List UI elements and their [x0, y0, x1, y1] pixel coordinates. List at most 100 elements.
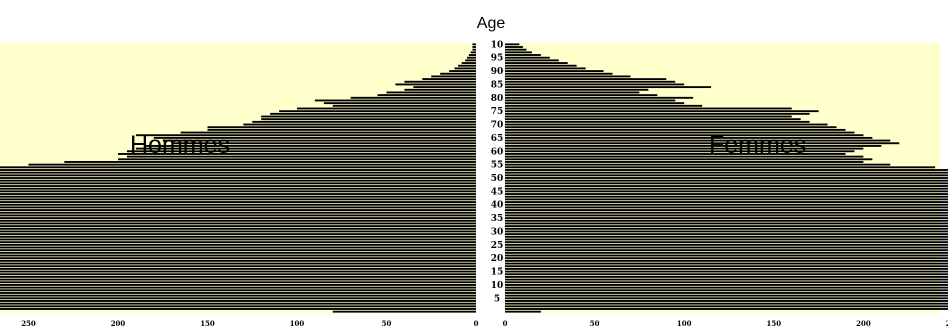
bar-hommes-age-56: [64, 161, 477, 163]
age-tick-50: 50: [491, 174, 504, 184]
bar-femmes-age-24: [505, 246, 948, 249]
bar-hommes-age-12: [0, 278, 476, 281]
bar-hommes-age-97: [470, 51, 476, 54]
bar-hommes-age-35: [0, 217, 476, 220]
x-tick-right-100: 100: [677, 319, 692, 328]
bar-hommes-age-83: [404, 88, 476, 91]
bar-femmes-age-74: [505, 112, 810, 115]
bar-hommes-age-60: [126, 150, 476, 153]
bar-hommes-age-41: [0, 201, 476, 203]
bar-hommes-age-28: [0, 235, 476, 238]
bar-hommes-age-98: [472, 48, 476, 51]
bar-hommes-age-19: [0, 259, 477, 262]
bar-hommes-age-0: [332, 310, 476, 313]
bar-hommes-age-74: [270, 112, 476, 115]
bar-femmes-age-51: [505, 174, 948, 177]
bar-hommes-age-96: [468, 54, 476, 56]
bar-hommes-age-2: [0, 305, 476, 308]
x-tick-right-150: 150: [766, 319, 781, 328]
bar-femmes-age-31: [505, 227, 948, 230]
bar-femmes-age-49: [505, 179, 948, 182]
x-tick-labels-right: 050100150200250300350400450: [503, 319, 948, 328]
bar-hommes-age-75: [279, 110, 476, 113]
bar-femmes-age-81: [505, 94, 658, 97]
bar-femmes-age-12: [505, 278, 948, 281]
bar-hommes-age-63: [171, 142, 476, 145]
bar-hommes-age-59: [118, 153, 476, 155]
x-tick-left-100: 100: [290, 319, 305, 328]
x-tick-left-50: 50: [382, 319, 392, 328]
bar-femmes-age-61: [505, 147, 864, 150]
bar-femmes-age-8: [505, 289, 948, 292]
bar-hommes-age-95: [467, 56, 476, 59]
bar-hommes-age-9: [0, 286, 476, 289]
bar-hommes-age-87: [422, 78, 476, 81]
age-tick-65: 65: [491, 134, 504, 144]
bar-femmes-age-59: [505, 153, 846, 155]
bar-femmes-age-92: [505, 64, 577, 67]
bar-femmes-age-76: [505, 107, 792, 110]
bar-hommes-age-62: [144, 144, 476, 147]
age-tick-5: 5: [494, 294, 500, 304]
age-tick-25: 25: [491, 241, 504, 251]
bar-femmes-age-9: [505, 286, 948, 289]
bar-femmes-age-42: [505, 198, 948, 201]
bar-femmes-age-19: [505, 259, 948, 262]
age-axis-title: Age: [477, 15, 506, 32]
bar-hommes-age-48: [0, 182, 476, 185]
bar-femmes-age-63: [505, 142, 900, 145]
bar-hommes-age-18: [0, 262, 476, 265]
bar-hommes-age-7: [0, 292, 476, 294]
bar-hommes-age-45: [0, 190, 476, 193]
bar-femmes-age-90: [505, 70, 604, 73]
bar-femmes-age-79: [505, 99, 676, 102]
bar-hommes-age-49: [0, 179, 477, 182]
bar-femmes-age-93: [505, 62, 568, 64]
bar-hommes-age-21: [0, 254, 476, 257]
bar-hommes-age-61: [135, 147, 476, 150]
bar-femmes-age-56: [505, 161, 864, 163]
bar-femmes-age-69: [505, 126, 837, 129]
bar-femmes-age-47: [505, 185, 948, 187]
age-tick-95: 95: [491, 54, 504, 64]
bar-hommes-age-20: [0, 257, 477, 260]
bar-femmes-age-96: [505, 54, 541, 56]
bar-femmes-age-53: [505, 169, 948, 171]
bar-hommes-age-77: [332, 104, 476, 107]
bar-femmes-age-97: [505, 51, 532, 54]
bar-hommes-age-72: [261, 118, 476, 121]
bar-hommes-age-29: [0, 233, 476, 236]
bar-hommes-age-55: [28, 163, 476, 166]
bar-hommes-age-70: [243, 123, 476, 126]
age-tick-70: 70: [491, 121, 504, 131]
age-tick-90: 90: [491, 67, 504, 77]
bar-hommes-age-22: [0, 251, 476, 254]
bar-femmes-age-0: [505, 310, 541, 313]
bar-hommes-age-94: [465, 59, 476, 62]
bar-femmes-age-10: [505, 283, 948, 286]
bar-femmes-age-77: [505, 104, 703, 107]
bar-femmes-age-66: [505, 134, 864, 137]
bar-hommes-age-68: [207, 128, 476, 131]
bar-femmes-age-1: [505, 308, 948, 310]
age-tick-45: 45: [491, 187, 504, 197]
bar-femmes-age-88: [505, 75, 631, 78]
x-tick-right-50: 50: [590, 319, 600, 328]
femmes-label: Femmes: [709, 131, 806, 159]
bar-femmes-age-17: [505, 265, 948, 268]
bar-femmes-age-98: [505, 48, 527, 51]
bar-femmes-age-55: [505, 163, 891, 166]
bar-hommes-age-44: [0, 193, 476, 195]
bar-femmes-age-15: [505, 270, 948, 273]
bar-femmes-age-57: [505, 158, 873, 161]
bar-hommes-age-89: [440, 72, 476, 75]
bar-femmes-age-38: [505, 209, 948, 212]
hommes-bars: [0, 43, 477, 313]
bar-femmes-age-91: [505, 67, 586, 70]
bar-femmes-age-7: [505, 292, 948, 294]
x-tick-left-250: 250: [21, 319, 36, 328]
bar-femmes-age-86: [505, 80, 676, 83]
bar-hommes-age-33: [0, 222, 476, 225]
bar-hommes-age-11: [0, 281, 477, 284]
bar-hommes-age-40: [0, 203, 477, 206]
